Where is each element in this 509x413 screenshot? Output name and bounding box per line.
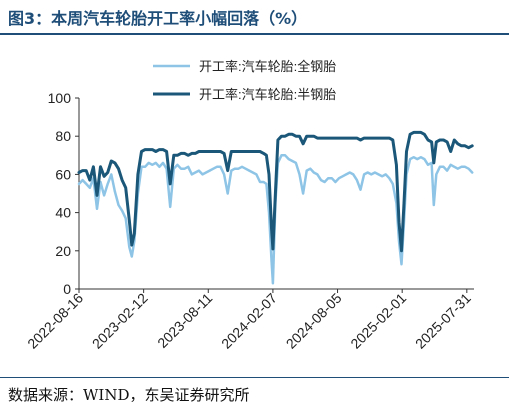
y-tick-label-4: 80 xyxy=(55,128,71,144)
source-divider xyxy=(0,377,509,378)
legend-label-1: 开工率:汽车轮胎:半钢胎 xyxy=(199,87,336,102)
x-tick-label-2: 2023-08-11 xyxy=(154,290,215,351)
x-tick-label-0: 2022-08-16 xyxy=(24,290,86,352)
y-tick-label-5: 100 xyxy=(48,90,72,106)
chart-area: 开工率:汽车轮胎:全钢胎 开工率:汽车轮胎:半钢胎 0 20 40 60 80 100 2022… xyxy=(0,36,509,376)
y-tick-label-2: 40 xyxy=(55,205,71,221)
source-note: 数据来源：WIND，东吴证券研究所 xyxy=(8,386,250,404)
x-tick-label-3: 2024-02-07 xyxy=(218,290,280,352)
legend-label-0: 开工率:汽车轮胎:全钢胎 xyxy=(199,59,336,74)
y-tick-label-3: 60 xyxy=(55,166,71,182)
x-tick-label-6: 2025-07-31 xyxy=(412,290,474,352)
figure-title: 图3：本周汽车轮胎开工率小幅回落（%） xyxy=(8,9,308,28)
x-tick-label-5: 2025-02-01 xyxy=(347,290,409,352)
x-tick-label-1: 2023-02-12 xyxy=(89,290,151,352)
series-line-1 xyxy=(77,130,474,253)
figure-header: 图3：本周汽车轮胎开工率小幅回落（%） xyxy=(0,0,509,35)
y-tick-label-1: 20 xyxy=(55,243,71,259)
x-tick-label-4: 2024-08-05 xyxy=(283,290,345,352)
y-tick-label-0: 0 xyxy=(63,281,71,297)
title-underline xyxy=(0,33,509,35)
